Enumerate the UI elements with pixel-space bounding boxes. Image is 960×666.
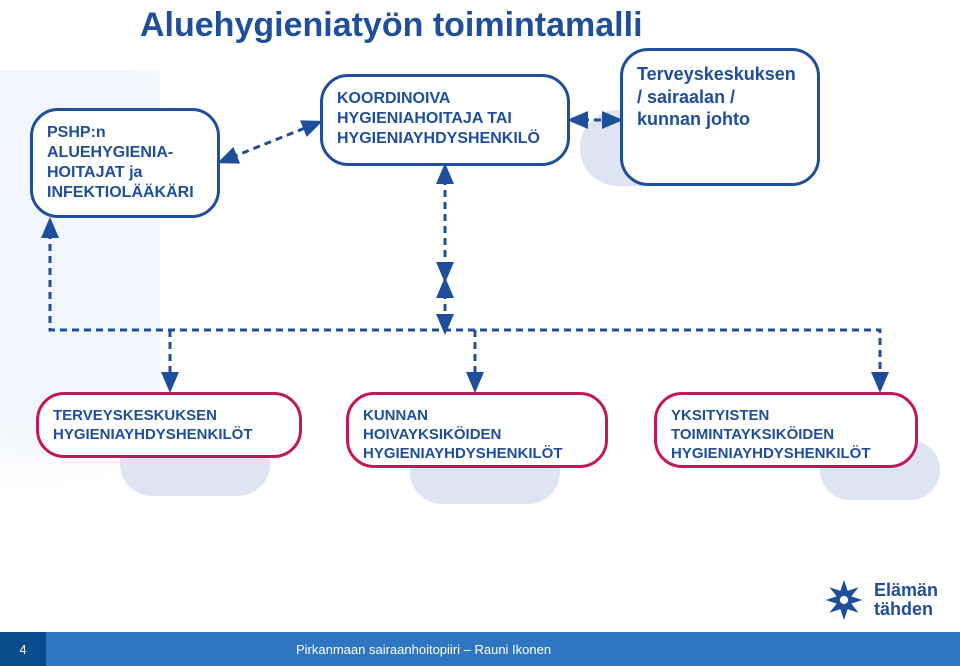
logo-text-2: tähden: [874, 600, 938, 619]
page-title: Aluehygieniatyön toimintamalli: [140, 6, 643, 45]
logo-text: Elämän tähden: [874, 581, 938, 619]
page-number: 4: [0, 632, 46, 666]
logo-text-1: Elämän: [874, 581, 938, 600]
node-pshp: PSHP:n ALUEHYGIENIA- HOITAJAT ja INFEKTI…: [30, 108, 220, 218]
footer-text: Pirkanmaan sairaanhoitopiiri – Rauni Iko…: [46, 632, 960, 666]
node-yksit: YKSITYISTEN TOIMINTAYKSIKÖIDEN HYGIENIAY…: [654, 392, 918, 468]
node-tk: TERVEYSKESKUKSEN HYGIENIAYHDYSHENKILÖT: [36, 392, 302, 458]
logo-icon: [822, 578, 866, 622]
logo: Elämän tähden: [822, 578, 938, 622]
node-kunta: KUNNAN HOIVAYKSIKÖIDEN HYGIENIAYHDYSHENK…: [346, 392, 608, 468]
node-johto: Terveyskeskuksen / sairaalan / kunnan jo…: [620, 48, 820, 186]
footer: 4 Pirkanmaan sairaanhoitopiiri – Rauni I…: [0, 632, 960, 666]
node-koord: KOORDINOIVA HYGIENIAHOITAJA TAI HYGIENIA…: [320, 74, 570, 166]
